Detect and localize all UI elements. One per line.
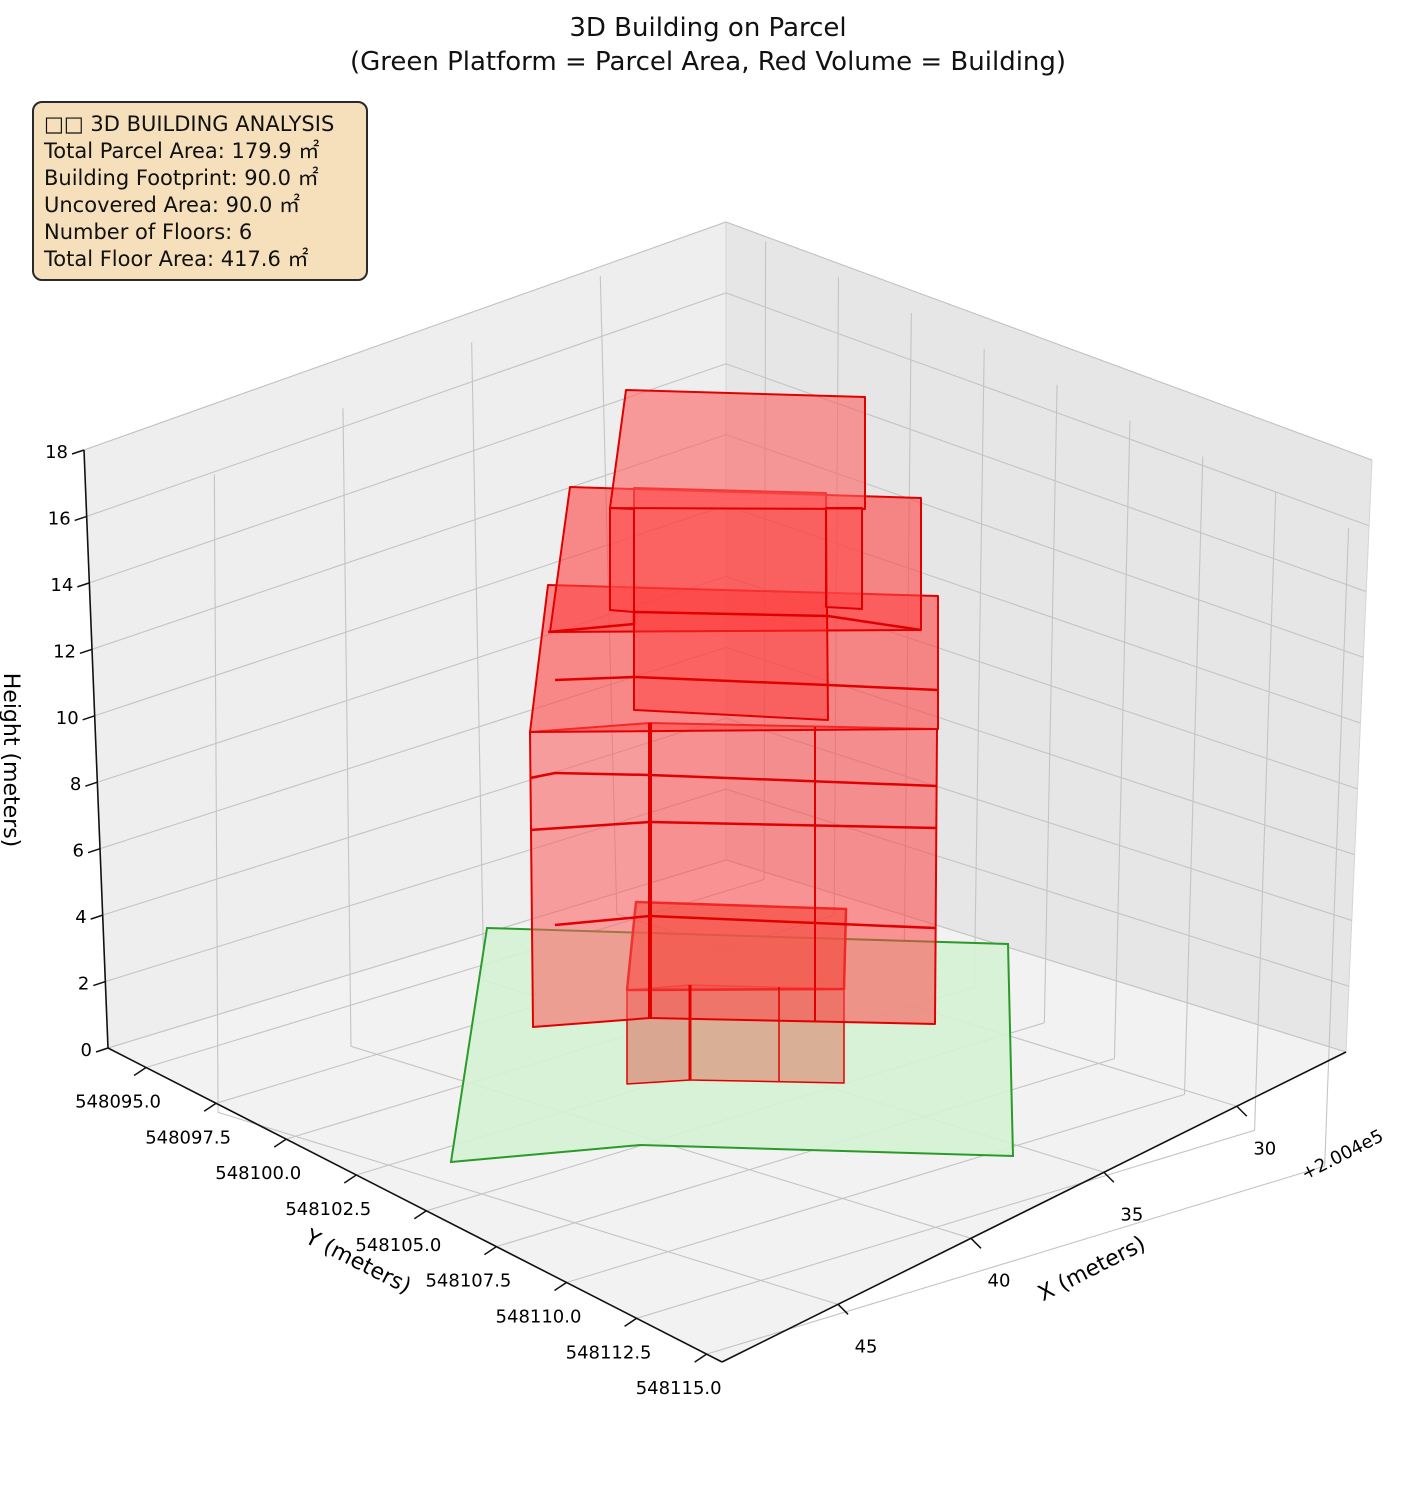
y-tick-mark: [624, 1317, 637, 1327]
z-tick-mark: [90, 914, 103, 920]
y-grid-wall: [1043, 384, 1058, 1023]
chart-title-line-1: 3D Building on Parcel: [569, 13, 847, 43]
floor-line-4: [547, 610, 922, 634]
z-tick-mark: [87, 847, 101, 854]
y-tick-mark: [484, 1246, 497, 1256]
y-tick-label: 548100.0: [215, 1163, 301, 1184]
y-tick-label: 548095.0: [75, 1091, 161, 1112]
z-tick-label: 0: [81, 1040, 92, 1061]
x-tick-mark: [837, 1303, 849, 1315]
y-tick-label: 548112.5: [566, 1342, 652, 1363]
y-grid-floor: [706, 1165, 1325, 1355]
info-line-parcel-area: Total Parcel Area: 179.9 ㎡: [44, 139, 320, 163]
z-tick-mark: [77, 582, 90, 588]
y-tick-mark: [413, 1210, 427, 1220]
y-tick-mark: [694, 1353, 708, 1363]
roof-block-side-left: [609, 507, 635, 613]
y-tick-label: 548097.5: [145, 1127, 231, 1148]
y-tick-mark: [343, 1174, 357, 1184]
axis-ticks: 0 2 4 6 8 10 12 14 16 18 548095.0 548097.5 548100.0 5…: [45, 442, 1276, 1399]
z-tick-mark: [95, 1047, 109, 1053]
y-tick-label: 548107.5: [425, 1271, 511, 1292]
z-tick-mark: [79, 648, 93, 655]
y-grid-floor: [636, 1129, 1255, 1319]
y-grid-wall: [973, 348, 985, 987]
z-tick-label: 8: [70, 774, 81, 795]
y-grid-wall: [1113, 420, 1131, 1059]
x-tick-mark: [1103, 1171, 1115, 1183]
y-tick-mark: [133, 1066, 147, 1077]
z-tick-mark: [82, 715, 95, 721]
y-grid-wall: [1183, 456, 1204, 1095]
x-grid-floor: [217, 1111, 839, 1305]
building-volume: [529, 389, 939, 1085]
z-tick-label: 14: [50, 575, 73, 596]
x-tick-mark: [1236, 1105, 1248, 1117]
z-grid-line: [89, 363, 1367, 593]
y-tick-label: 548110.0: [496, 1306, 582, 1327]
y-tick-label: 548102.5: [285, 1199, 371, 1220]
x-grid-wall: [342, 408, 352, 1047]
z-axis-line: [83, 449, 109, 1049]
y-grid-floor: [566, 1093, 1185, 1284]
z-tick-label: 2: [78, 974, 89, 995]
z-tick-mark: [85, 781, 98, 787]
roof-block-front: [609, 389, 866, 510]
tower-left-face: [529, 722, 651, 1028]
y-tick-mark: [273, 1138, 287, 1148]
info-line-uncovered: Uncovered Area: 90.0 ㎡: [44, 193, 301, 217]
z-grid-line: [86, 292, 1370, 527]
z-axis-label: Height (meters): [0, 673, 23, 848]
roof-block-side-right: [825, 507, 863, 610]
tower-main-face: [649, 722, 938, 1025]
z-tick-mark: [71, 449, 85, 455]
x-tick-label: 40: [988, 1270, 1011, 1291]
chart-title-line-2: (Green Platform = Parcel Area, Red Volum…: [349, 47, 1067, 77]
x-tick-label: 35: [1120, 1204, 1143, 1225]
x-tick-label: 45: [855, 1336, 878, 1357]
floor-line-3: [554, 675, 939, 692]
y-tick-mark: [203, 1102, 217, 1112]
info-line-floor-area: Total Floor Area: 417.6 ㎡: [44, 247, 309, 271]
z-tick-label: 12: [53, 641, 76, 662]
z-tick-label: 18: [45, 442, 68, 463]
info-line-footprint: Building Footprint: 90.0 ㎡: [44, 166, 319, 190]
y-tick-label: 548115.0: [636, 1378, 722, 1399]
info-heading: □□ 3D BUILDING ANALYSIS: [44, 112, 335, 136]
y-axis-line: [107, 1047, 723, 1363]
z-tick-label: 10: [56, 708, 79, 729]
z-tick-label: 6: [73, 841, 84, 862]
x-tick-label: 30: [1253, 1138, 1276, 1159]
x-offset-label: +2.004e5: [1298, 1126, 1387, 1185]
info-line-floors: Number of Floors: 6: [44, 220, 253, 244]
z-tick-label: 16: [48, 508, 71, 529]
y-grid-wall: [1254, 492, 1277, 1131]
y-tick-label: 548105.0: [355, 1235, 441, 1256]
analysis-info-box: □□ 3D BUILDING ANALYSIS Total Parcel Are…: [32, 101, 368, 281]
x-axis-line: [721, 1051, 1347, 1363]
x-grid-wall: [471, 342, 485, 981]
z-tick-label: 4: [75, 907, 86, 928]
z-grid-line: [83, 221, 1373, 461]
x-tick-mark: [970, 1237, 982, 1249]
z-tick-mark: [74, 515, 87, 522]
tower-inner-block: [633, 487, 829, 721]
floor-line-2: [529, 771, 938, 788]
y-tick-mark: [554, 1281, 567, 1292]
z-tick-mark: [93, 980, 106, 987]
x-grid-wall: [213, 474, 219, 1113]
x-axis-label: X (meters): [1034, 1232, 1149, 1307]
